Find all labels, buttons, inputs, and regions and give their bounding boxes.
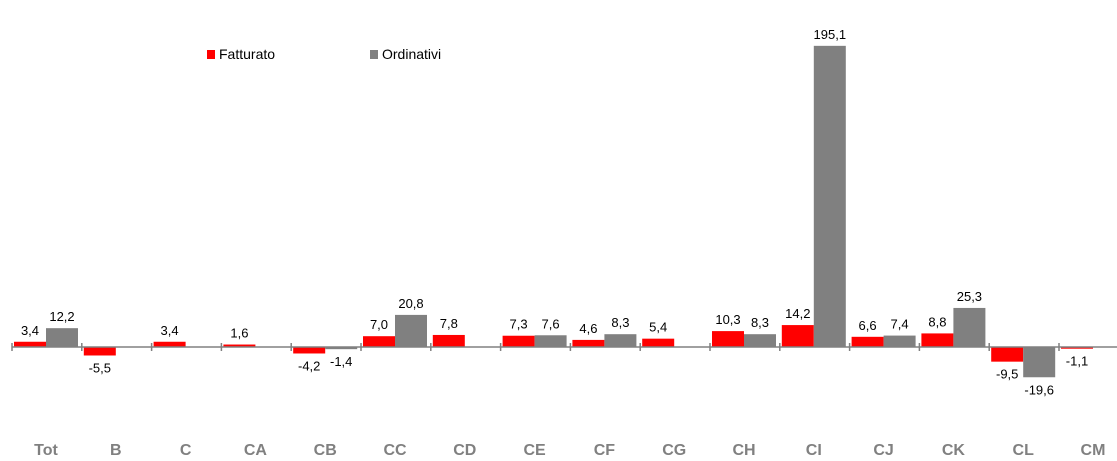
data-label-fatturato-c: 3,4 [161,323,179,338]
bar-fatturato-cd [432,334,465,347]
bar-ordinativi-cl [1023,347,1056,378]
category-label-c: C [180,442,192,459]
bar-fatturato-cg [642,338,675,347]
data-label-fatturato-ca: 1,6 [230,326,248,341]
category-label-ce: CE [523,442,546,459]
data-label-fatturato-ck: 8,8 [928,314,946,329]
category-label-cm: CM [1081,442,1106,459]
data-label-fatturato-cb: -4,2 [298,358,320,373]
bar-fatturato-cc [363,336,395,347]
data-label-ordinativi-ch: 8,3 [751,315,769,330]
category-label-tot: Tot [34,442,58,459]
data-label-fatturato-ci: 14,2 [785,306,810,321]
legend-label-fatturato: Fatturato [219,46,275,62]
data-label-fatturato-cm: -1,1 [1066,354,1088,369]
data-label-fatturato-cc: 7,0 [370,317,388,332]
bar-fatturato-ca [223,344,256,347]
data-label-fatturato-cj: 6,6 [859,318,877,333]
legend-label-ordinativi: Ordinativi [382,46,441,62]
bar-fatturato-ci [781,325,814,347]
data-label-ordinativi-tot: 12,2 [49,309,74,324]
data-label-fatturato-ch: 10,3 [715,312,740,327]
legend: Fatturato Ordinativi [207,46,441,62]
data-label-ordinativi-cc: 20,8 [398,296,423,311]
bar-fatturato-c [153,341,186,347]
data-label-ordinativi-cf: 8,3 [611,315,629,330]
data-label-ordinativi-cj: 7,4 [891,317,909,332]
category-label-cf: CF [594,442,616,459]
data-label-fatturato-cf: 4,6 [579,321,597,336]
bar-ordinativi-cc [395,314,427,347]
bar-ordinativi-cb [325,347,358,350]
bar-ordinativi-ci [813,45,846,348]
bars-layer [14,45,1093,378]
data-label-ordinativi-cb: -1,4 [330,354,352,369]
bar-ordinativi-cf [604,334,637,347]
data-label-ordinativi-ci: 195,1 [814,27,847,42]
bar-ordinativi-ce [534,335,567,347]
bar-ordinativi-tot [46,328,78,347]
bar-ordinativi-ch [744,334,776,347]
bar-fatturato-cj [851,336,884,347]
x-axis [11,343,1117,351]
bar-ordinativi-cj [883,335,916,347]
data-label-fatturato-cl: -9,5 [996,367,1018,382]
data-label-fatturato-b: -5,5 [89,360,111,375]
bar-fatturato-cm [1061,347,1093,349]
bar-fatturato-cl [991,347,1024,362]
legend-swatch-fatturato [207,50,215,59]
data-label-ordinativi-ce: 7,6 [542,316,560,331]
bar-fatturato-cb [293,347,326,354]
data-label-ordinativi-ck: 25,3 [957,289,982,304]
category-label-ch: CH [732,442,755,459]
bar-fatturato-ce [502,335,535,347]
category-label-ck: CK [942,442,966,459]
data-labels-layer: 3,4 12,2 -5,5 3,4 1,6 -4,2 -1,4 7,0 20,8 7,8 7,3 7,… [21,27,1088,397]
category-label-ci: CI [806,442,822,459]
category-label-b: B [110,442,122,459]
category-label-cl: CL [1013,442,1035,459]
bar-fatturato-ch [712,331,744,347]
category-label-cd: CD [453,442,476,459]
category-label-cg: CG [662,442,686,459]
category-label-ca: CA [244,442,268,459]
bar-fatturato-b [83,347,116,356]
bar-ordinativi-ck [953,307,986,347]
bar-fatturato-ck [921,333,954,347]
legend-swatch-ordinativi [370,50,378,59]
data-label-fatturato-tot: 3,4 [21,323,39,338]
category-label-cc: CC [383,442,407,459]
bar-fatturato-cf [572,339,605,347]
data-label-fatturato-cd: 7,8 [440,316,458,331]
bar-fatturato-tot [14,341,46,347]
data-label-ordinativi-cl: -19,6 [1024,382,1054,397]
data-label-fatturato-ce: 7,3 [510,317,528,332]
category-label-cb: CB [314,442,337,459]
data-label-fatturato-cg: 5,4 [649,320,667,335]
category-label-cj: CJ [873,442,893,459]
category-labels-layer: Tot B C CA CB CC CD CE CF CG CH CI CJ CK CL CM [34,442,1105,459]
